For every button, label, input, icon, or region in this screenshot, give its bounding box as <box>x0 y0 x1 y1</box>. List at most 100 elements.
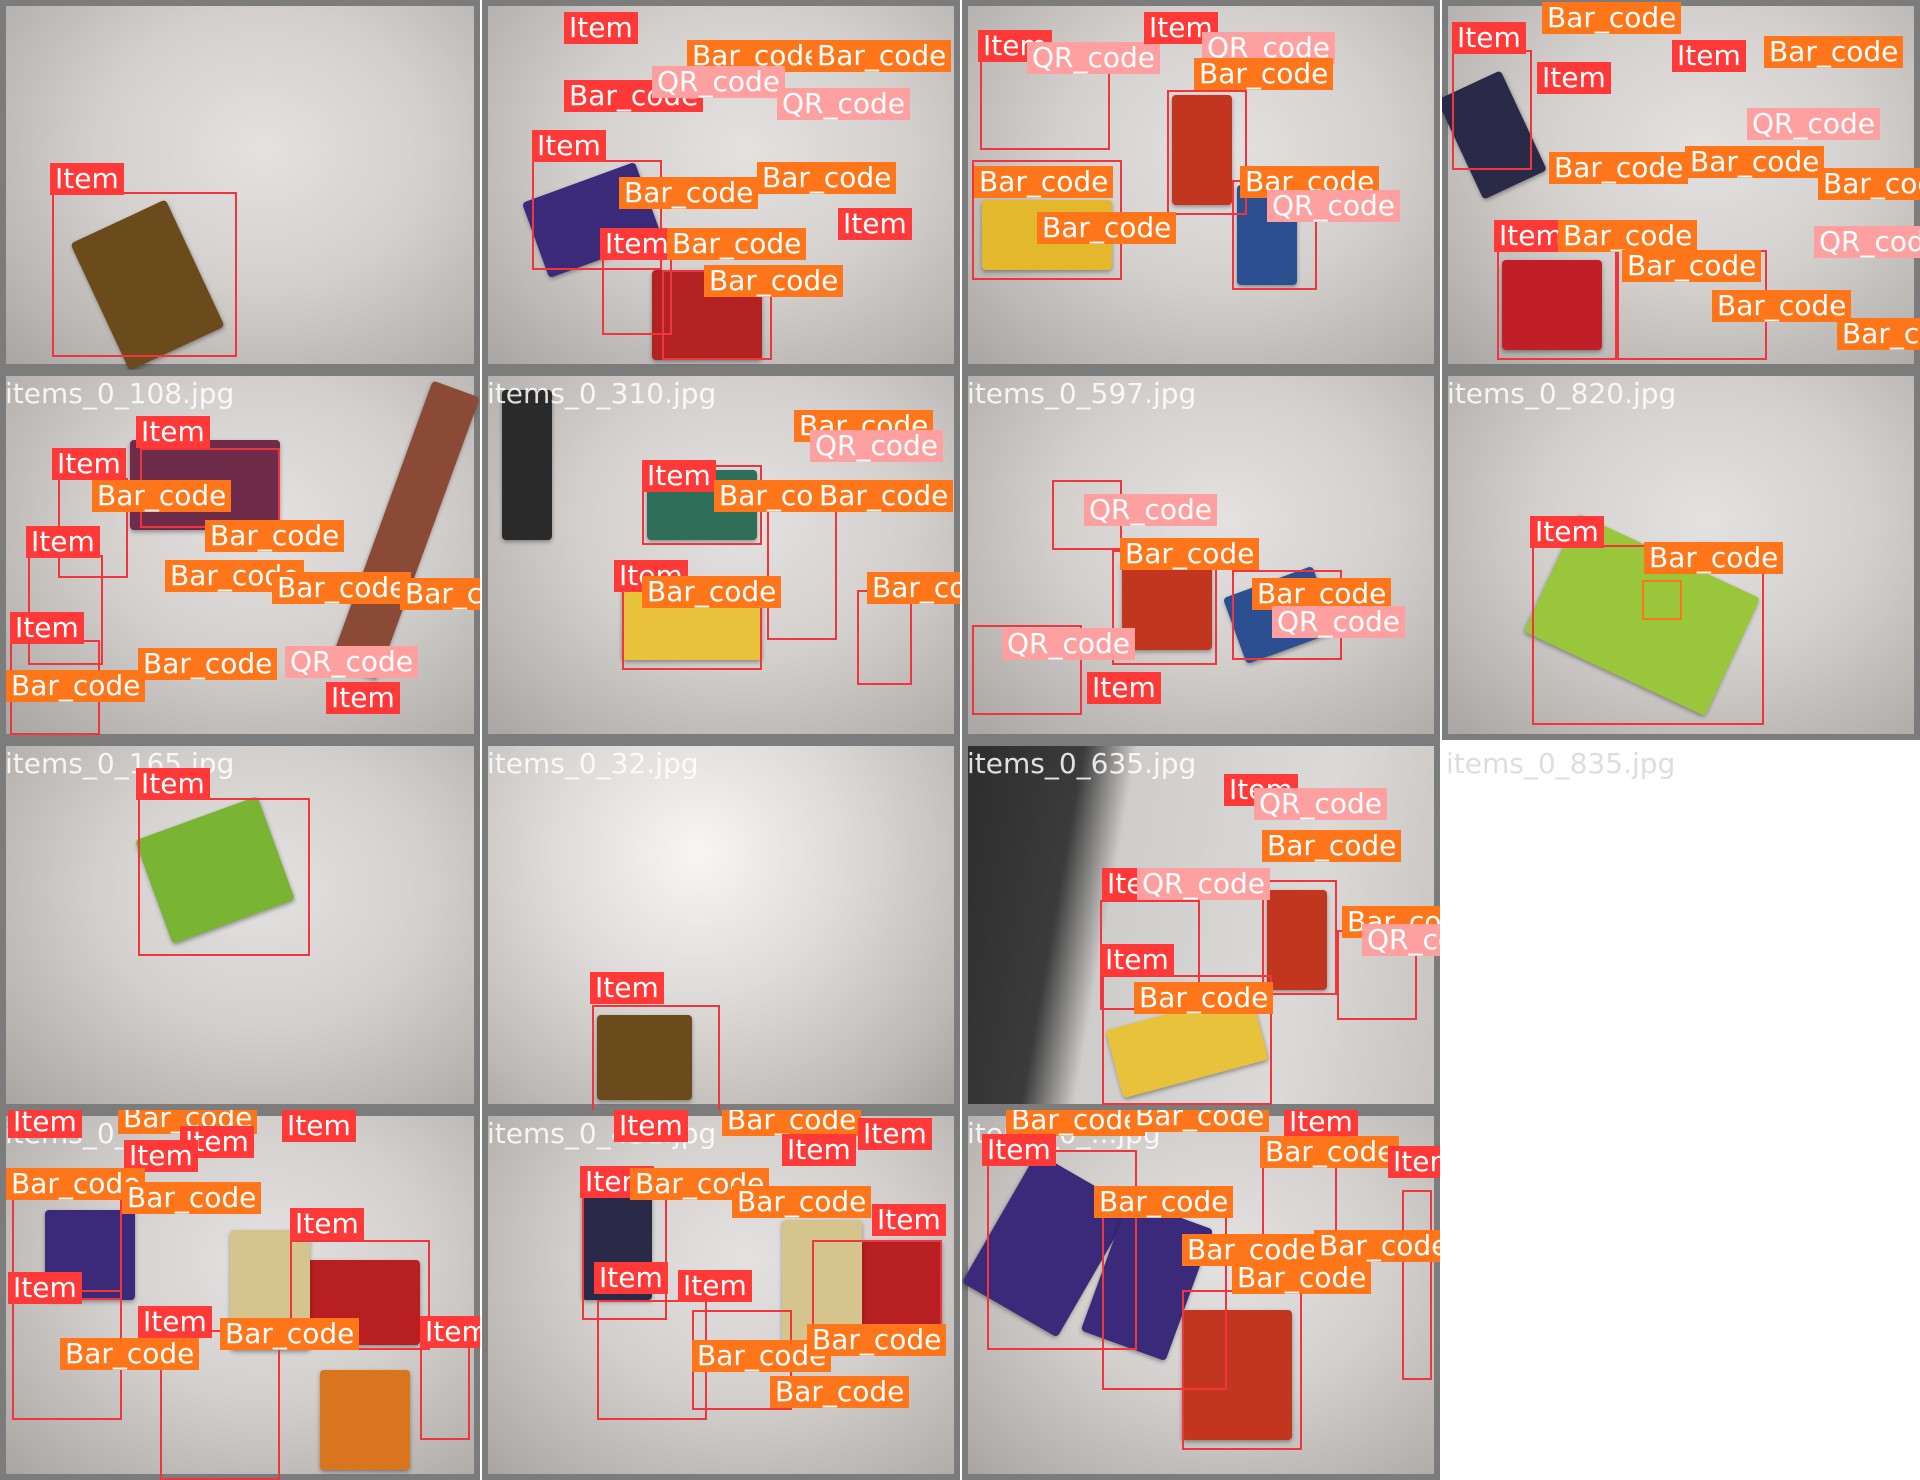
tile-r4c1: items_0_ Item Bar_code Item Item Item Ba… <box>0 1110 480 1480</box>
bar-code-label: Bar_code <box>122 1182 262 1214</box>
tile-r2c2: items_0_310.jpg Bar_code QR_code Item Ba… <box>482 370 960 740</box>
tile-r1c4: Item Bar_code Item Bar_code Item QR_code… <box>1442 0 1920 370</box>
item-box <box>1167 90 1247 215</box>
item-label: Item <box>10 612 84 644</box>
red-biscuit <box>862 1240 942 1340</box>
bar-code-label: Bar_code <box>205 520 345 552</box>
qr-code-label: QR_code <box>652 66 786 98</box>
orange-box <box>320 1370 410 1470</box>
item-label: Item <box>982 1134 1056 1166</box>
bar-code-label: Bar_code <box>1685 146 1825 178</box>
bar-code-label: Bar_code <box>138 648 278 680</box>
bar-code-label: Bar_code <box>60 1338 200 1370</box>
bar-code-label: Bar_code <box>692 1340 832 1372</box>
item-label: Item <box>1284 1110 1358 1138</box>
item-label: Item <box>1494 220 1568 252</box>
bar-code-label: Bar_code <box>1182 1234 1322 1266</box>
red-pack <box>1502 260 1602 350</box>
bar-code-label: Bar_code <box>807 1324 947 1356</box>
item-label: Item <box>1452 22 1526 54</box>
item-label: Item <box>26 526 100 558</box>
bar-code-label: Bar_code <box>92 480 232 512</box>
tile-r2c4: items_0_820.jpg Item Bar_code <box>1442 370 1920 740</box>
item-label: Item <box>136 768 210 800</box>
qr-code-label: QR_code <box>1254 788 1388 820</box>
bar-code-label: Bar_code <box>6 670 146 702</box>
bar-code-label: Bar_code <box>1232 1262 1372 1294</box>
item-label: Item <box>282 1110 356 1142</box>
item-box <box>857 590 912 685</box>
item-label: Item <box>136 416 210 448</box>
qr-code-label: QR_code <box>1814 226 1920 258</box>
tile-r4c2: items_0_431.jpg Item Bar_code Item Item … <box>482 1110 960 1480</box>
bar-code-label: Bar_code <box>1194 58 1334 90</box>
item-label: Item <box>838 208 912 240</box>
item-label: Item <box>782 1134 856 1166</box>
item-box <box>138 798 310 956</box>
qr-code-label: QR_code <box>1027 42 1161 74</box>
item-label: Item <box>1100 944 1174 976</box>
bar-code-label: Bar_code <box>272 572 412 604</box>
tile-r1c2: Item Bar_code Bar_code Bar_code QR_code … <box>482 0 960 370</box>
item-box <box>290 1240 430 1350</box>
image-caption: items_0_32.jpg <box>487 747 699 780</box>
item-label: Item <box>326 682 400 714</box>
qr-code-label: QR_code <box>1137 868 1271 900</box>
item-label: Item <box>1672 40 1746 72</box>
item-label: Item <box>590 972 664 1004</box>
bar-code-box <box>1642 580 1682 620</box>
item-label: Item <box>594 1262 668 1294</box>
dark-object <box>502 390 552 540</box>
qr-code-label: QR_code <box>1747 108 1881 140</box>
bar-code-label: Bar_code <box>1134 982 1274 1014</box>
qr-code-label: QR_code <box>1002 628 1136 660</box>
bar-code-label: Bar_code <box>1120 538 1260 570</box>
item-box <box>1262 880 1337 995</box>
image-caption: items_0_108.jpg <box>5 377 235 410</box>
tile-r3c1: items_0_165.jpg Item <box>0 740 480 1110</box>
item-label: Item <box>614 1110 688 1142</box>
item-label: Item <box>420 1316 480 1348</box>
item-label: Item <box>52 448 126 480</box>
bar-code-label: Bar_code <box>1764 36 1904 68</box>
item-label: Item <box>872 1204 946 1236</box>
item-box <box>1497 240 1617 360</box>
bar-code-label: Bar_code <box>1262 830 1402 862</box>
bar-code-label: Bar_code <box>722 1110 862 1136</box>
tile-r2c3: items_0_597.jpg QR_code Bar_code Bar_cod… <box>962 370 1440 740</box>
bar-code-label: Bar_code <box>1837 318 1920 350</box>
bar-code-label: Bar_code <box>220 1318 360 1350</box>
item-label: Item <box>50 163 124 195</box>
item-label: Item <box>124 1140 198 1172</box>
bar-code-label: Bar_code <box>814 480 954 512</box>
item-label: Item <box>290 1208 364 1240</box>
qr-code-label: QR_code <box>1362 924 1440 956</box>
item-box <box>1182 1290 1302 1450</box>
bar-code-label: Bar_code <box>1558 220 1698 252</box>
bar-code-label: Bar_code <box>974 166 1114 198</box>
bar-code-label: Bar_code <box>619 177 759 209</box>
image-caption: items_0_820.jpg <box>1447 377 1677 410</box>
bar-code-label: Bar_code <box>1314 1230 1440 1262</box>
item-label: Item <box>8 1272 82 1304</box>
item-label: Item <box>642 460 716 492</box>
bar-code-label: Bar_code <box>1712 290 1852 322</box>
image-caption: items_0_597.jpg <box>967 377 1197 410</box>
tile-r2c1: items_0_108.jpg Item Item Bar_code Item … <box>0 370 480 740</box>
item-box <box>1102 975 1272 1105</box>
image-caption: items_0_635.jpg <box>967 747 1197 780</box>
item-box <box>987 1150 1137 1350</box>
bar-code-label: Bar_code <box>704 265 844 297</box>
bar-code-label: Bar_code <box>867 572 960 604</box>
bar-code-label: Bar_code <box>642 576 782 608</box>
bar-code-label: Bar_code <box>1622 250 1762 282</box>
bar-code-label: Bar_code <box>400 578 480 610</box>
item-box <box>52 192 237 357</box>
bar-code-label: Bar_code <box>1037 212 1177 244</box>
tile-r3c2: items_0_32.jpg Item <box>482 740 960 1110</box>
item-label: Item <box>1388 1146 1440 1178</box>
item-box <box>1452 50 1532 170</box>
item-label: Item <box>858 1118 932 1150</box>
item-box <box>592 1005 720 1110</box>
tile-r1c1: Item <box>0 0 480 370</box>
